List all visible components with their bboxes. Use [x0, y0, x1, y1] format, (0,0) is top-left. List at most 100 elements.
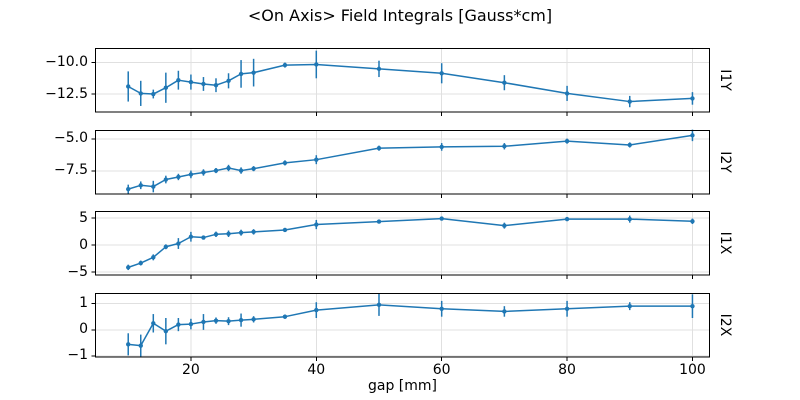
data-point: [314, 62, 319, 67]
y-tick-label: −7.5: [54, 162, 88, 179]
y-tick-label: 0: [79, 236, 88, 253]
data-point: [138, 91, 143, 96]
y-tick-label: −10.0: [45, 54, 88, 71]
axis-label-i1x: I1X: [717, 231, 733, 255]
data-point: [151, 255, 156, 260]
data-point: [439, 306, 444, 311]
data-point: [314, 307, 319, 312]
data-point: [188, 321, 194, 326]
axis-label-i2y: I2Y: [717, 150, 733, 173]
subplot-i1y-canvas: [91, 48, 710, 116]
subplot-i1y: −10.0 −12.5 I1Y: [45, 48, 733, 116]
data-point: [564, 306, 570, 311]
data-point: [226, 165, 231, 170]
data-point: [502, 80, 507, 85]
axis-label-i2x: I2X: [717, 313, 733, 337]
data-point: [690, 303, 695, 308]
data-point: [502, 223, 507, 228]
y-tick-label: 5: [79, 209, 88, 226]
data-point: [564, 216, 570, 222]
data-point: [251, 229, 256, 235]
data-point: [176, 77, 181, 83]
y-tick-label: −5.0: [54, 130, 88, 147]
data-point: [126, 341, 131, 347]
data-point: [238, 71, 244, 77]
data-point: [188, 234, 194, 239]
data-point: [439, 71, 444, 76]
data-point: [376, 66, 382, 72]
data-point: [439, 144, 444, 149]
data-point: [213, 317, 219, 323]
data-point: [564, 138, 570, 143]
data-point: [163, 328, 169, 333]
data-point: [163, 176, 169, 182]
data-point: [151, 183, 156, 189]
data-point: [251, 316, 256, 322]
data-point: [201, 81, 206, 87]
x-tick-label: 40: [307, 362, 326, 378]
y-tick-label: 0: [79, 320, 88, 337]
data-point: [439, 216, 444, 221]
data-point: [627, 303, 632, 308]
subplot-i2x: 1 0 −1 I2X 20 40 60 80 100: [67, 292, 733, 378]
data-point: [138, 260, 143, 266]
subplot-i1x: 5 0 −5 I1X: [67, 210, 733, 280]
data-point: [282, 313, 288, 319]
data-point: [690, 132, 695, 138]
data-point: [282, 227, 288, 233]
data-point: [176, 321, 181, 327]
x-tick-label: 60: [432, 362, 451, 378]
data-point: [376, 302, 382, 307]
data-point: [151, 320, 156, 325]
axes-spine: [95, 129, 710, 194]
data-point: [627, 99, 632, 104]
data-point: [376, 219, 382, 224]
data-point: [188, 79, 194, 85]
x-axis-label: gap [mm]: [367, 378, 437, 394]
subplot-i2y-canvas: [91, 129, 710, 198]
data-point: [502, 308, 507, 314]
data-point: [126, 84, 131, 89]
subplot-i2y: −5.0 −7.5 I2Y: [54, 129, 733, 198]
x-tick-label: 100: [679, 362, 706, 378]
data-point: [226, 78, 231, 84]
data-point: [627, 216, 632, 222]
data-point: [138, 342, 143, 348]
y-tick-label: −12.5: [45, 85, 88, 102]
data-point: [213, 232, 219, 237]
data-point: [238, 317, 244, 322]
subplot-i2x-canvas: [91, 292, 710, 361]
data-point: [314, 156, 319, 162]
data-point: [201, 169, 206, 175]
data-line: [127, 217, 693, 269]
data-point: [176, 241, 181, 246]
y-tick-label: −1: [67, 347, 88, 364]
data-point: [690, 219, 695, 224]
axes-spine: [95, 292, 710, 357]
data-point: [238, 230, 244, 235]
data-point: [226, 318, 231, 323]
axes-spine: [95, 211, 710, 276]
data-point: [251, 70, 256, 75]
y-tick-label: 1: [79, 294, 88, 311]
data-point: [376, 145, 382, 150]
data-point: [690, 96, 695, 101]
data-point: [201, 319, 206, 324]
data-point: [163, 85, 169, 90]
y-tick-label: −5: [67, 263, 88, 280]
data-point: [213, 83, 219, 88]
axes-spine: [95, 48, 710, 113]
data-point: [176, 174, 181, 179]
data-point: [188, 171, 194, 177]
data-point: [251, 165, 256, 171]
data-point: [282, 160, 288, 165]
data-point: [502, 143, 507, 148]
data-point: [627, 142, 632, 147]
data-point: [213, 167, 219, 173]
data-point: [201, 235, 206, 240]
data-point: [126, 186, 131, 191]
axis-label-i1y: I1Y: [717, 69, 733, 92]
subplot-i1x-canvas: [91, 211, 710, 279]
data-line: [127, 63, 693, 103]
